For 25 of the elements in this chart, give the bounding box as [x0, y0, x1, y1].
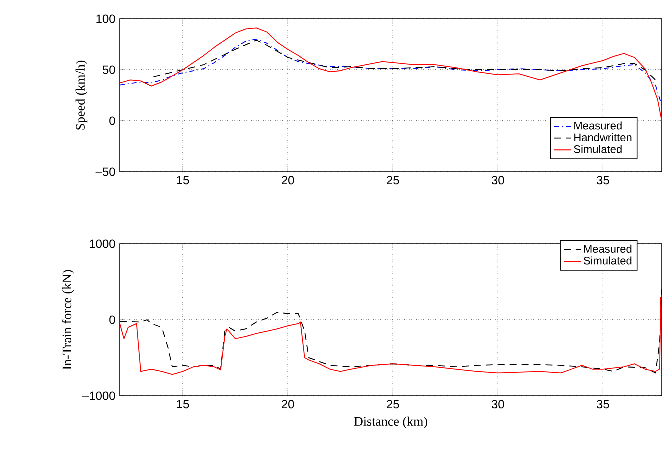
legend-label: Measured: [584, 244, 632, 254]
x-tick-label: 15: [177, 176, 190, 185]
legend-label: Measured: [574, 122, 622, 130]
legend-label: Handwritten: [574, 133, 632, 142]
y-tick-label: –50: [96, 168, 116, 176]
x-tick-label: 30: [492, 400, 504, 409]
x-tick-label: 15: [177, 400, 190, 409]
y-tick-label: 100: [96, 14, 116, 24]
y-tick-label: 0: [110, 316, 116, 324]
x-tick-label: 20: [282, 176, 294, 185]
x-axis-title: Distance (km): [354, 416, 428, 429]
y-tick-label: 0: [110, 116, 116, 126]
y-axis-title: In-Train force (kN): [62, 270, 74, 370]
x-tick-label: 35: [596, 176, 610, 185]
x-tick-label: 35: [596, 400, 610, 409]
legend-label: Simulated: [584, 256, 632, 265]
y-tick-label: 50: [102, 66, 116, 74]
x-tick-label: 25: [387, 176, 400, 185]
legend-label: Simulated: [574, 145, 622, 154]
y-axis-title: Speed (km/h): [76, 60, 88, 130]
y-tick-label: –1000: [82, 392, 116, 400]
x-tick-label: 20: [282, 400, 294, 409]
x-tick-label: 30: [492, 176, 504, 185]
y-tick-label: 1000: [90, 240, 116, 248]
x-tick-label: 25: [387, 400, 400, 409]
